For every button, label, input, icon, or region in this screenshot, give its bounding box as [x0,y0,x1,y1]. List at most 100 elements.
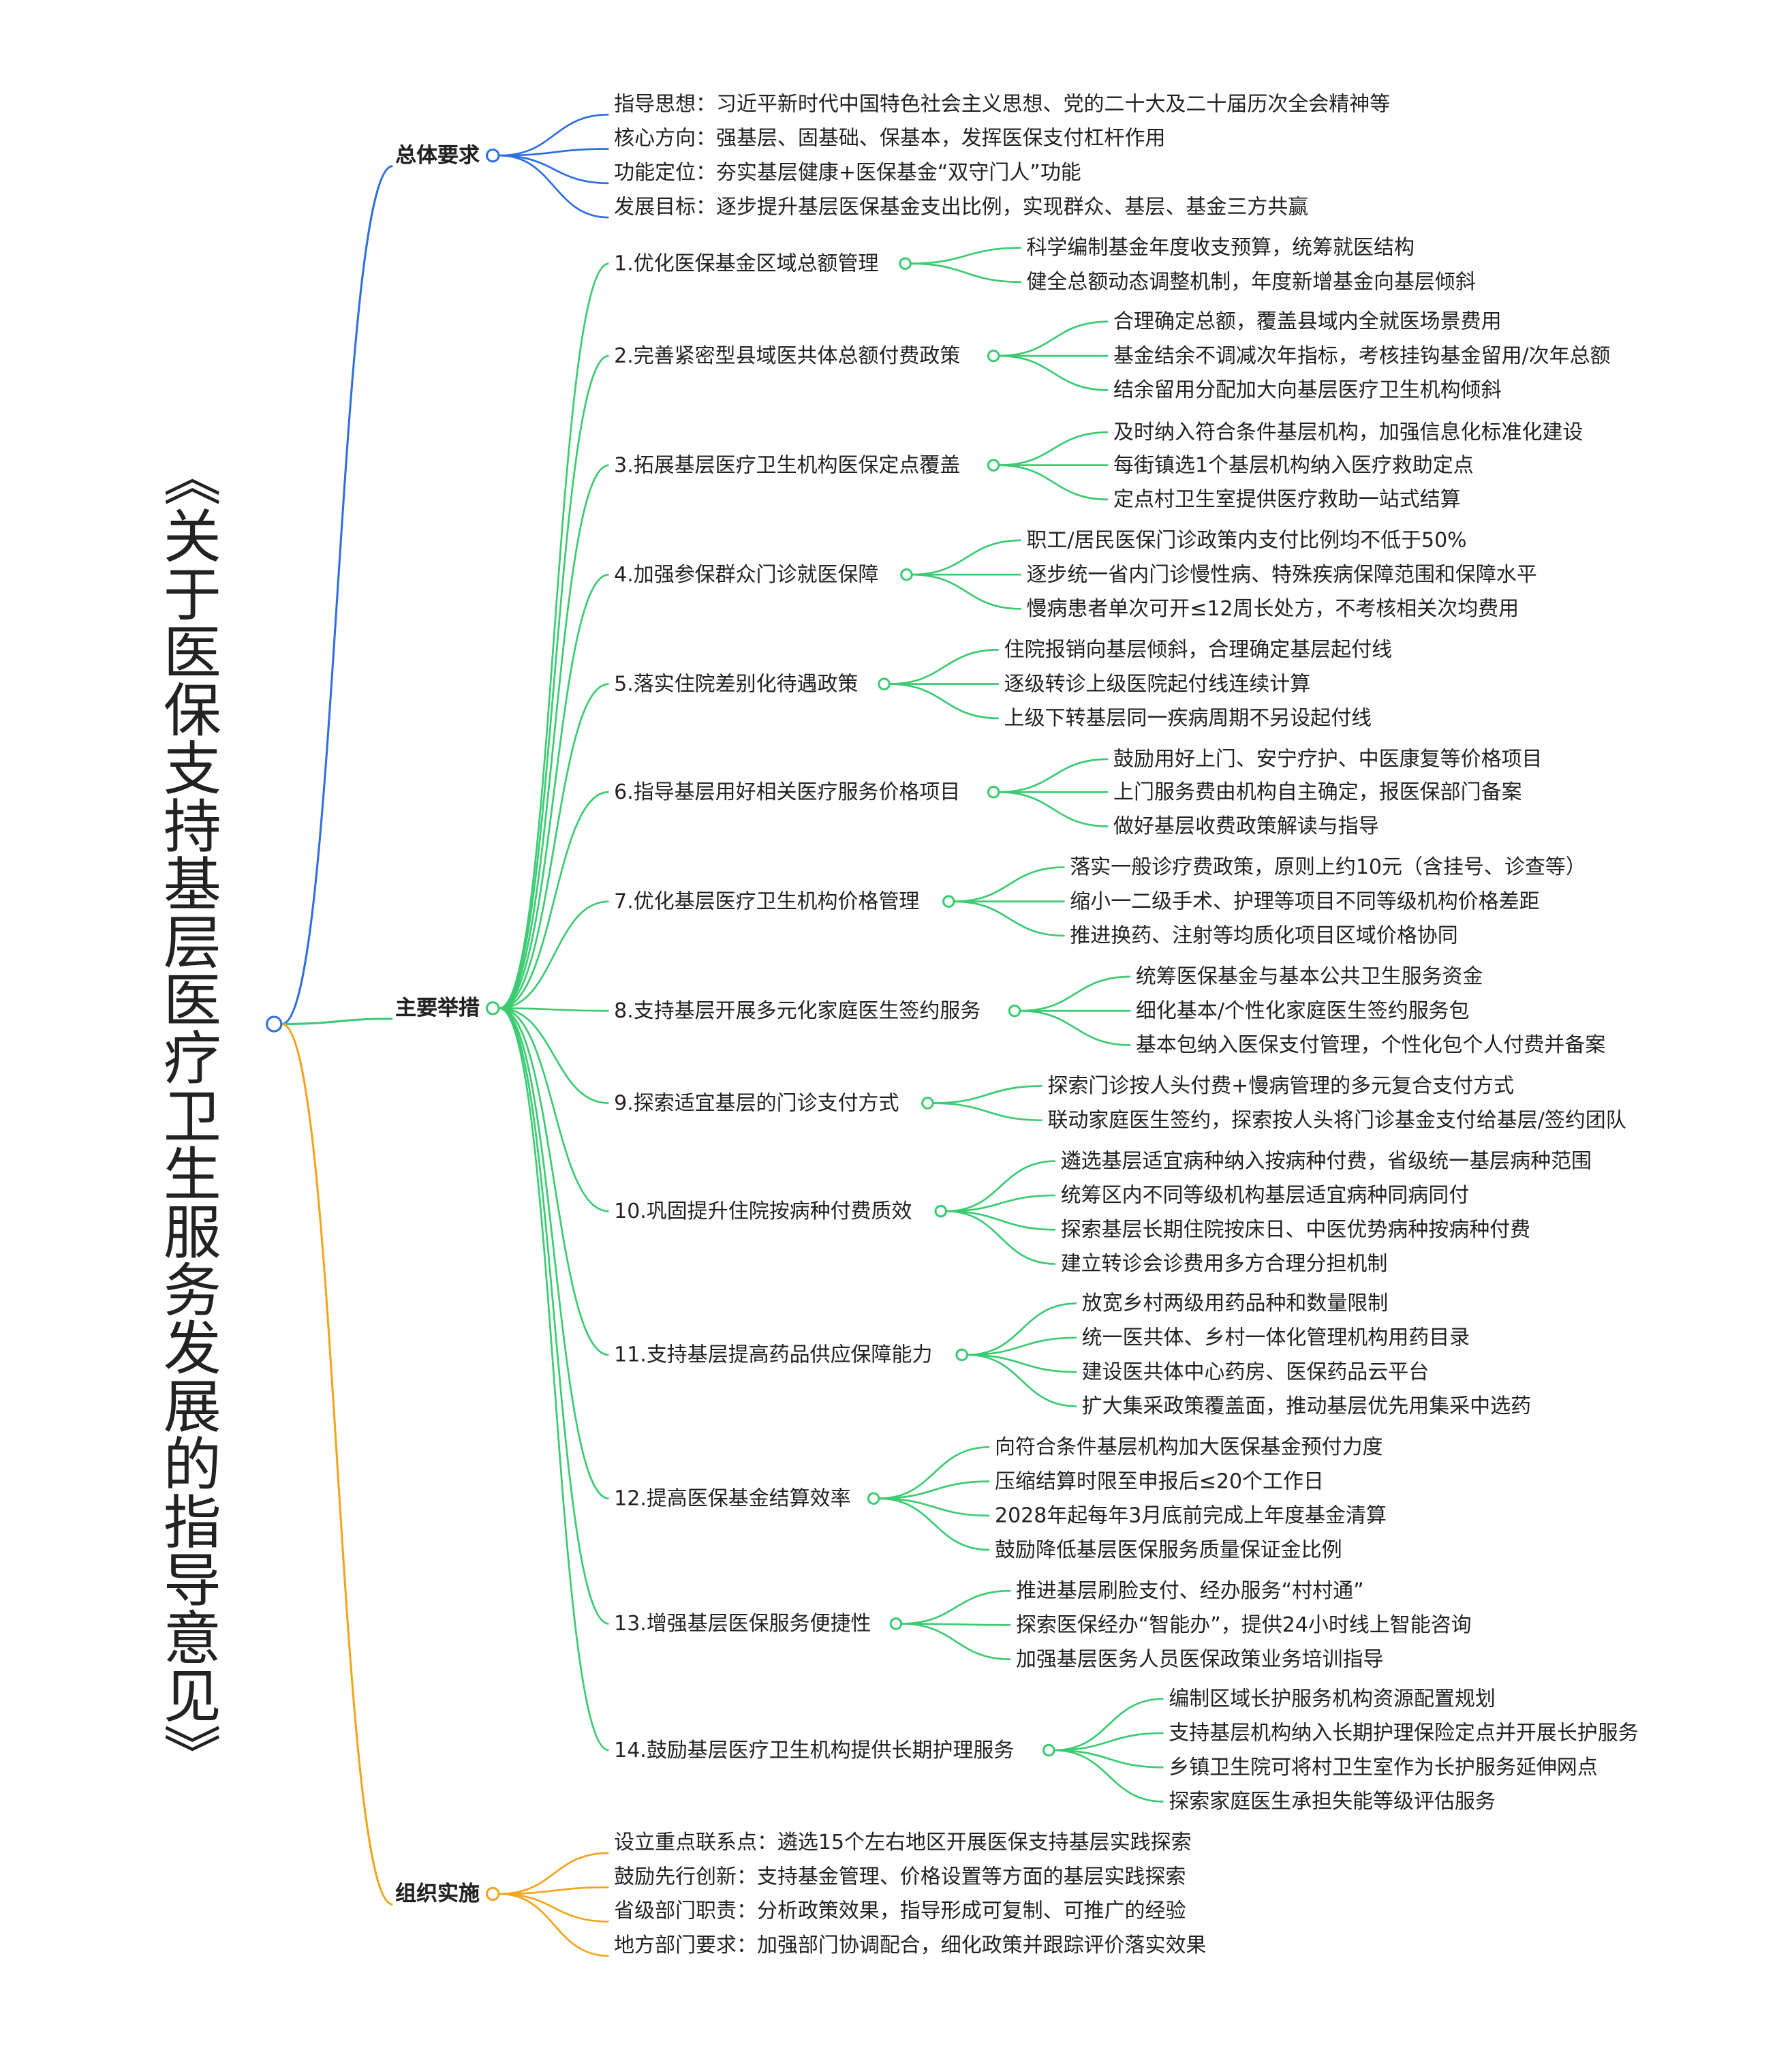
child-connector [910,262,1021,284]
branch-connector [499,1007,609,1104]
child-connector [889,649,999,685]
leaf-label: 统一医共体、乡村一体化管理机构用药目录 [1081,1326,1470,1350]
leaf-label: 做好基层收费政策解读与指导 [1113,814,1379,838]
node-collapse-toggle[interactable] [987,459,1000,472]
node-label: 7.优化基层医疗卫生机构价格管理 [614,889,920,914]
child-connector [998,791,1109,827]
node-collapse-toggle[interactable] [899,257,912,271]
node-collapse-toggle[interactable] [987,349,1000,363]
leaf-label: 2028年起每年3月底前完成上年度基金清算 [995,1503,1387,1528]
leaf-label: 鼓励用好上门、安宁疗护、中医康复等价格项目 [1113,747,1543,771]
node-label: 10.巩固提升住院按病种付费质效 [614,1199,912,1223]
node-label: 鼓励先行创新：支持基金管理、价格设置等方面的基层实践探索 [614,1865,1186,1889]
leaf-label: 探索家庭医生承担失能等级评估服务 [1169,1790,1496,1814]
child-connector [912,573,1021,610]
root-connector [281,165,393,1026]
root-collapse-toggle[interactable] [266,1015,283,1033]
leaf-label: 推进换药、注射等均质化项目区域价格协同 [1070,923,1458,948]
leaf-label: 科学编制基金年度收支预算，统筹就医结构 [1026,236,1415,260]
node-collapse-toggle[interactable] [889,1617,903,1630]
child-connector [933,1102,1042,1122]
child-connector [954,900,1065,937]
child-connector [1054,1749,1164,1803]
node-label: 2.完善紧密型县域医共体总额付费政策 [614,343,961,368]
leaf-label: 压缩结算时限至申报后≤20个工作日 [995,1469,1324,1493]
branch-connector [499,1007,609,1356]
child-connector [878,1480,990,1500]
node-collapse-toggle[interactable] [955,1348,968,1362]
root-title: 《关于医保支持基层医疗卫生服务发展的指导意见》 [153,448,220,1782]
node-collapse-toggle[interactable] [921,1097,934,1110]
child-connector [967,1354,1077,1373]
branch-connector [499,1893,609,1923]
child-connector [1054,1698,1164,1752]
child-connector [901,1623,1011,1626]
leaf-label: 落实一般诊疗费政策，原则上约10元（含挂号、诊查等） [1070,855,1586,879]
node-collapse-toggle[interactable] [987,785,1000,799]
node-label: 6.指导基层用好相关医疗服务价格项目 [614,780,961,804]
leaf-label: 编制区域长护服务机构资源配置规划 [1169,1687,1496,1711]
leaf-label: 扩大集采政策覆盖面，推动基层优先用集采中选药 [1081,1394,1532,1418]
leaf-label: 探索门诊按人头付费+慢病管理的多元复合支付方式 [1047,1074,1514,1098]
node-label: 9.探索适宜基层的门诊支付方式 [614,1091,899,1115]
node-label: 4.加强参保群众门诊就医保障 [614,562,879,587]
node-collapse-toggle[interactable] [878,677,891,690]
child-connector [946,1160,1055,1212]
child-connector [889,683,999,720]
node-collapse-toggle[interactable] [900,568,913,581]
leaf-label: 定点村卫生室提供医疗救助一站式结算 [1113,487,1461,512]
node-label: 13.增强基层医保服务便捷性 [614,1612,871,1636]
child-connector [998,464,1109,501]
leaf-label: 基本包纳入医保支付管理，个性化包个人付费并备案 [1135,1033,1606,1057]
node-collapse-toggle[interactable] [1008,1004,1021,1018]
root-connector [281,1018,393,1026]
branch-label: 总体要求 [395,142,480,168]
leaf-label: 逐级转诊上级医院起付线连续计算 [1004,672,1311,697]
branch-connector [499,148,609,157]
leaf-label: 乡镇卫生院可将村卫生室作为长护服务延伸网点 [1169,1755,1598,1779]
branch-connector [499,464,609,1009]
child-connector [912,539,1021,576]
leaf-label: 放宽乡村两级用药品种和数量限制 [1081,1292,1389,1315]
node-label: 14.鼓励基层医疗卫生机构提供长期护理服务 [614,1738,1015,1762]
child-connector [878,1497,990,1517]
leaf-label: 逐步统一省内门诊慢性病、特殊疾病保障范围和保障水平 [1026,562,1537,587]
branch-label: 主要举措 [395,995,480,1020]
child-connector [1019,1009,1131,1046]
node-label: 省级部门职责：分析政策效果，指导形成可复制、可推广的经验 [614,1899,1186,1923]
child-connector [878,1446,990,1500]
leaf-label: 向符合条件基层机构加大医保基金预付力度 [995,1435,1383,1459]
child-connector [967,1302,1077,1356]
child-connector [933,1085,1042,1104]
branch-collapse-toggle[interactable] [485,1886,500,1901]
leaf-label: 结余留用分配加大向基层医疗卫生机构倾斜 [1113,378,1502,402]
branch-connector [499,1007,609,1500]
node-collapse-toggle[interactable] [867,1492,880,1506]
child-connector [878,1497,990,1551]
child-connector [998,320,1109,357]
node-label: 12.提高医保基金结算效率 [614,1486,851,1511]
branch-connector [499,262,609,1009]
leaf-label: 及时纳入符合条件基层机构，加强信息化标准化建设 [1113,420,1584,444]
branch-connector [499,154,609,219]
branch-collapse-toggle[interactable] [485,1001,500,1015]
child-connector [946,1210,1055,1231]
node-collapse-toggle[interactable] [934,1204,948,1218]
node-collapse-toggle[interactable] [942,895,955,908]
node-collapse-toggle[interactable] [1042,1743,1055,1757]
node-label: 设立重点联系点：遴选15个左右地区开展医保支持基层实践探索 [614,1831,1192,1854]
leaf-label: 建立转诊会诊费用多方合理分担机制 [1060,1252,1388,1276]
branch-collapse-toggle[interactable] [485,148,500,163]
leaf-label: 合理确定总额，覆盖县域内全就医场景费用 [1113,309,1502,334]
leaf-label: 基金结余不调减次年指标，考核挂钩基金留用/次年总额 [1113,343,1611,368]
node-label: 3.拓展基层医疗卫生机构医保定点覆盖 [614,453,961,478]
leaf-label: 加强基层医务人员医保政策业务培训指导 [1015,1647,1384,1672]
child-connector [998,431,1109,466]
leaf-label: 联动家庭医生签约，探索按人头将门诊基金支付给基层/签约团队 [1047,1108,1626,1133]
leaf-label: 鼓励降低基层医保服务质量保证金比例 [995,1538,1342,1562]
child-connector [1054,1749,1164,1769]
branch-connector [499,113,609,157]
branch-connector [499,683,609,1009]
child-connector [946,1210,1055,1265]
child-connector [954,866,1065,903]
